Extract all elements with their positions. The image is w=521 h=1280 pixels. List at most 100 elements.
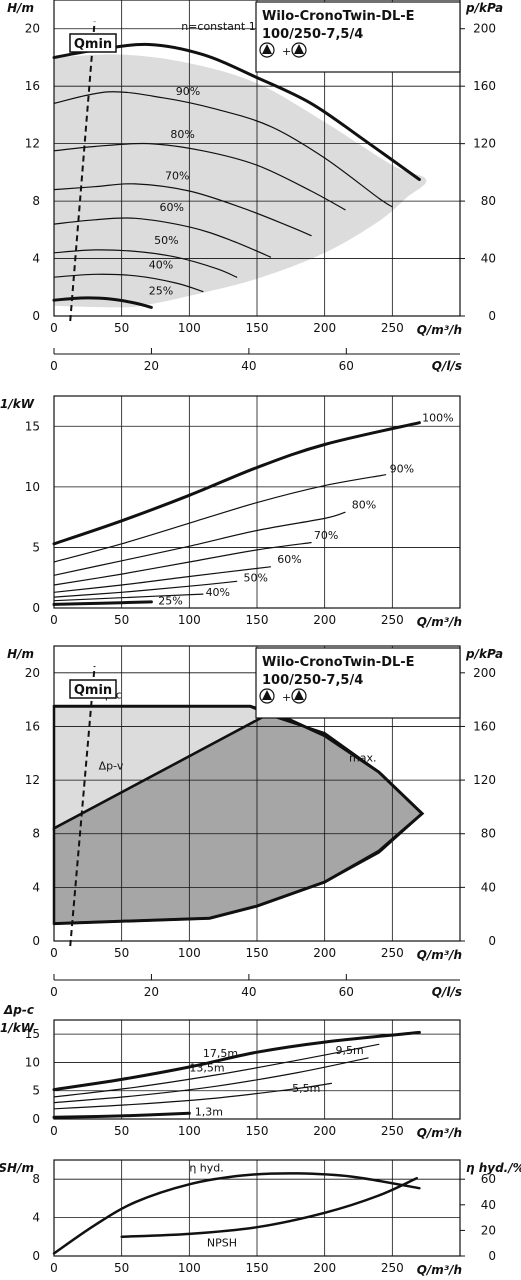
y-axis-label: H/m [7,1,34,15]
y-tick-label: 16 [25,719,40,733]
x-tick-label: 250 [381,946,404,960]
y-right-tick-label: 40 [481,880,496,894]
plot-frame [53,395,461,609]
y-tick-label: 20 [25,666,40,680]
y-axis-label: P1/kW [0,1021,35,1035]
y-tick-label: 0 [32,601,40,615]
x2-axis-label: Q/l/s [432,359,462,373]
region-label: Δp-v [99,759,124,772]
pump-arrow-icon [294,44,304,54]
plot-frame [53,1159,461,1257]
y-right-axis-label: η hyd./% [466,1161,521,1175]
series-label: NPSH [207,1236,237,1249]
operating-area [54,54,427,308]
x-tick-label: 200 [313,1124,336,1138]
series-label: 9,5m [335,1044,363,1057]
y-tick-label: 0 [32,934,40,948]
y-axis-label: P1/kW [0,397,35,411]
series-label: 13,5m [189,1061,224,1074]
series-line-7 [52,600,153,606]
plot-frame [53,1019,461,1120]
series-line-0 [52,1172,421,1255]
y-right-tick-label: 60 [481,1172,496,1186]
x-tick-label: 150 [246,1261,269,1275]
series-label: 50% [154,234,178,247]
series-line-2 [53,511,346,576]
y-right-tick-label: 80 [481,827,496,841]
series-label: 80% [352,499,376,512]
qmin-line [69,21,96,322]
x2-tick-label: 20 [144,359,159,373]
y-tick-label: 5 [32,1084,40,1098]
x-tick-label: 200 [313,946,336,960]
series-label: 40% [206,586,230,599]
y-tick-label: 12 [25,137,40,151]
y-right-tick-label: 40 [481,1198,496,1212]
y-tick-label: 0 [32,1112,40,1126]
series-label: 70% [314,529,338,542]
series-line-1 [120,1176,418,1239]
y-right-tick-label: 0 [488,934,496,948]
x-axis-label: Q/m³/h [417,1126,462,1140]
y-tick-label: 4 [32,880,40,894]
y-tick-label: 0 [32,1249,40,1263]
x-tick-label: 200 [313,613,336,627]
series-line-2 [53,1057,369,1104]
plus-icon: + [282,691,291,704]
series-label: 60% [160,201,184,214]
x2-axis-label: Q/l/s [432,985,462,999]
series-label: 80% [170,128,194,141]
x2-tick-label: 40 [241,985,256,999]
series-line-4 [52,1111,191,1119]
y-right-tick-label: 200 [473,666,496,680]
y-tick-label: 20 [25,22,40,36]
title-box [255,647,461,719]
x2-tick-label: 60 [339,985,354,999]
series-line-6 [53,273,204,293]
title-box [255,1,461,73]
series-line-6 [53,593,204,602]
series-label: 1,3m [195,1106,223,1119]
x-tick-label: 50 [114,321,129,335]
x-tick-label: 50 [114,613,129,627]
y-right-tick-label: 120 [473,137,496,151]
pump-arrow-icon [262,44,272,54]
y-right-tick-label: 80 [481,194,496,208]
x-tick-label: 100 [178,946,201,960]
chart-p5: 0 50 100 150 200 250 0 4 8 0 20 40 60 NPSH/m η hyd./% Q… [0,1159,521,1277]
qmin-box [69,679,117,699]
series-label: 25% [158,594,182,607]
series-label: 90% [390,462,414,475]
pump-arrow-icon [294,690,304,700]
x-tick-label: 100 [178,613,201,627]
x-tick-label: 100 [178,1124,201,1138]
y-axis-label-top: Δp-c [3,1003,34,1017]
x2-tick-label: 0 [50,359,58,373]
y-tick-label: 12 [25,773,40,787]
series-label: 17,5m [203,1047,238,1060]
y-right-tick-label: 0 [488,1249,496,1263]
y-tick-label: 10 [25,480,40,494]
y-tick-label: 4 [32,1211,40,1225]
x-axis-label: Q/m³/h [417,1263,462,1277]
series-label: 100% [422,411,453,424]
x-axis-label: Q/m³/h [417,323,462,337]
qmin-box [69,33,117,53]
y-tick-label: 8 [32,194,40,208]
pump-arrow-icon [262,690,272,700]
series-label: 50% [243,571,267,584]
y-tick-label: 15 [25,1027,40,1041]
plot-frame [53,0,461,317]
series-line-3 [53,542,312,586]
series-line-4 [53,217,272,258]
y-tick-label: 16 [25,79,40,93]
chart-p4: 0 50 100 150 200 250 0 5 10 15P1/kW Δp-c Q/m³/h 17,5… [0,1003,462,1140]
series-line-0 [52,421,421,546]
x-tick-label: 200 [313,1261,336,1275]
x-tick-label: 50 [114,1261,129,1275]
x2-tick-label: 20 [144,985,159,999]
series-line-5 [53,249,238,278]
plus-icon: + [282,45,291,58]
x-tick-label: 150 [246,946,269,960]
x-tick-label: 0 [50,321,58,335]
